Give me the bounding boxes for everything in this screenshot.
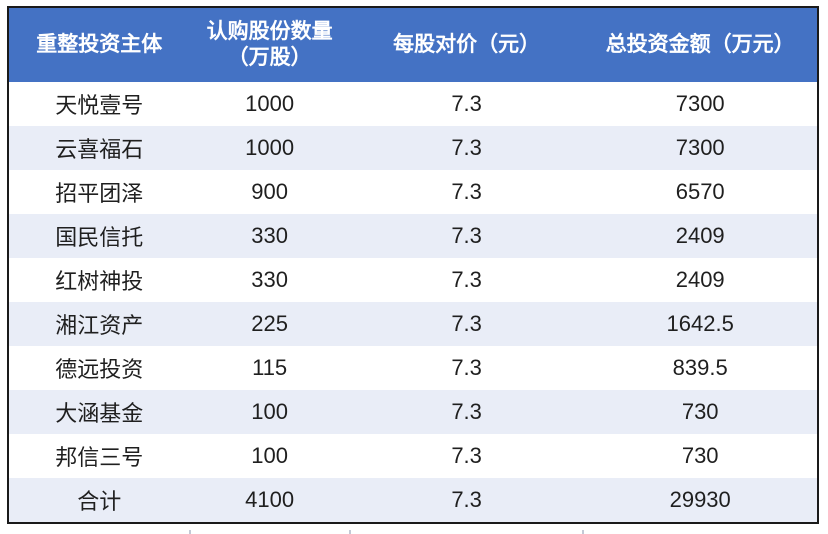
table-row-total: 合计 4100 7.3 29930 xyxy=(8,478,818,523)
cell-value: 6570 xyxy=(583,170,818,214)
column-divider-tick xyxy=(582,530,584,534)
cell-investor-name: 合计 xyxy=(8,478,190,523)
table-row: 邦信三号 100 7.3 730 xyxy=(8,434,818,478)
cropped-bottom-border-ticks xyxy=(0,529,828,534)
cell-value: 100 xyxy=(189,390,350,434)
column-header-shares: 认购股份数量 （万股） xyxy=(189,7,350,82)
table-row: 湘江资产 225 7.3 1642.5 xyxy=(8,302,818,346)
cell-value: 839.5 xyxy=(583,346,818,390)
cell-value: 7.3 xyxy=(349,170,584,214)
cell-value: 1000 xyxy=(189,82,350,126)
cell-value: 4100 xyxy=(189,478,350,523)
cell-investor-name: 天悦壹号 xyxy=(8,82,190,126)
cell-value: 7.3 xyxy=(349,390,584,434)
cell-value: 330 xyxy=(189,214,350,258)
cell-investor-name: 湘江资产 xyxy=(8,302,190,346)
column-header-price-per-share: 每股对价（元） xyxy=(349,7,584,82)
cell-value: 29930 xyxy=(583,478,818,523)
cell-value: 730 xyxy=(583,390,818,434)
cell-investor-name: 招平团泽 xyxy=(8,170,190,214)
cell-investor-name: 红树神投 xyxy=(8,258,190,302)
cell-value: 7.3 xyxy=(349,258,584,302)
table-row: 云喜福石 1000 7.3 7300 xyxy=(8,126,818,170)
cell-value: 7.3 xyxy=(349,434,584,478)
column-header-investor: 重整投资主体 xyxy=(8,7,190,82)
table-header: 重整投资主体 认购股份数量 （万股） 每股对价（元） 总投资金额（万元） xyxy=(8,7,818,82)
cell-value: 7.3 xyxy=(349,302,584,346)
column-header-total-investment: 总投资金额（万元） xyxy=(583,7,818,82)
cell-investor-name: 邦信三号 xyxy=(8,434,190,478)
cell-investor-name: 国民信托 xyxy=(8,214,190,258)
cell-value: 1000 xyxy=(189,126,350,170)
cell-value: 2409 xyxy=(583,258,818,302)
cell-value: 100 xyxy=(189,434,350,478)
cell-value: 7.3 xyxy=(349,126,584,170)
cell-value: 330 xyxy=(189,258,350,302)
cell-value: 7.3 xyxy=(349,214,584,258)
column-divider-tick xyxy=(189,530,191,534)
cell-investor-name: 云喜福石 xyxy=(8,126,190,170)
cell-value: 7.3 xyxy=(349,82,584,126)
cell-value: 900 xyxy=(189,170,350,214)
cell-value: 7.3 xyxy=(349,478,584,523)
table-row: 招平团泽 900 7.3 6570 xyxy=(8,170,818,214)
cell-value: 225 xyxy=(189,302,350,346)
cell-investor-name: 大涵基金 xyxy=(8,390,190,434)
table-row: 天悦壹号 1000 7.3 7300 xyxy=(8,82,818,126)
reorg-investment-table: 重整投资主体 认购股份数量 （万股） 每股对价（元） 总投资金额（万元） 天悦壹… xyxy=(7,6,819,524)
table-row: 德远投资 115 7.3 839.5 xyxy=(8,346,818,390)
cell-value: 730 xyxy=(583,434,818,478)
cell-value: 2409 xyxy=(583,214,818,258)
table-row: 红树神投 330 7.3 2409 xyxy=(8,258,818,302)
cell-value: 7300 xyxy=(583,126,818,170)
table-body: 天悦壹号 1000 7.3 7300 云喜福石 1000 7.3 7300 招平团泽 900 7.3… xyxy=(8,82,818,523)
cell-value: 1642.5 xyxy=(583,302,818,346)
table-row: 大涵基金 100 7.3 730 xyxy=(8,390,818,434)
column-divider-tick xyxy=(349,530,351,534)
table-row: 国民信托 330 7.3 2409 xyxy=(8,214,818,258)
cell-value: 115 xyxy=(189,346,350,390)
cell-investor-name: 德远投资 xyxy=(8,346,190,390)
cell-value: 7.3 xyxy=(349,346,584,390)
table-header-row: 重整投资主体 认购股份数量 （万股） 每股对价（元） 总投资金额（万元） xyxy=(8,7,818,82)
cell-value: 7300 xyxy=(583,82,818,126)
